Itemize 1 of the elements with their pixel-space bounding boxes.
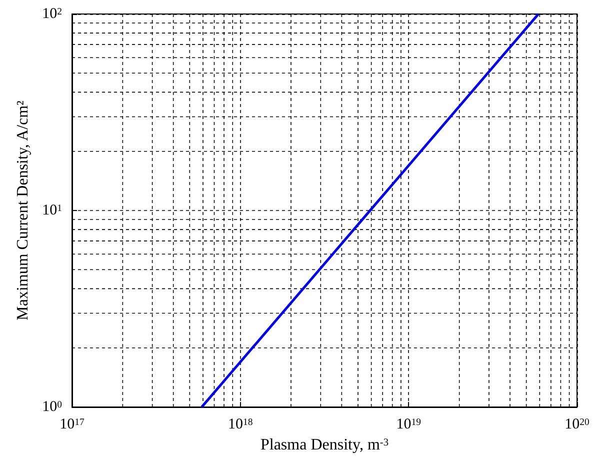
y-axis-title: Maximum Current Density, A/cm² <box>14 100 32 320</box>
